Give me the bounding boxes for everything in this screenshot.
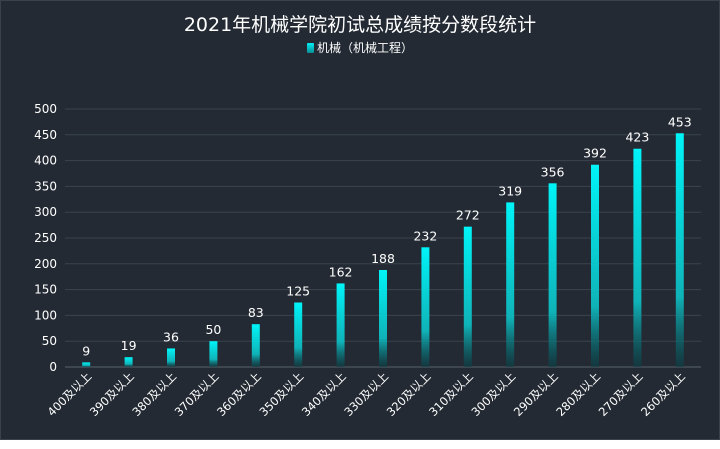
bar[interactable] <box>633 148 642 367</box>
x-tick-label: 380及以上 <box>129 369 179 419</box>
bars <box>82 133 684 367</box>
y-tick-label: 50 <box>42 334 57 348</box>
bar[interactable] <box>506 202 515 367</box>
x-tick-label: 310及以上 <box>426 369 476 419</box>
bar[interactable] <box>463 226 472 367</box>
bar-value-label: 36 <box>163 329 179 344</box>
bar[interactable] <box>251 324 260 367</box>
x-tick-label: 400及以上 <box>45 369 95 419</box>
bar-value-label: 162 <box>329 264 353 279</box>
x-tick-label: 340及以上 <box>299 369 349 419</box>
bar-value-label: 319 <box>498 183 522 198</box>
y-tick-label: 0 <box>49 360 57 374</box>
y-tick-label: 350 <box>34 179 57 193</box>
bar-value-label: 125 <box>286 284 310 299</box>
x-tick-label: 270及以上 <box>596 369 646 419</box>
bar[interactable] <box>548 183 557 367</box>
bar[interactable] <box>124 357 133 367</box>
x-tick-label: 330及以上 <box>341 369 391 419</box>
bar-value-label: 356 <box>541 164 565 179</box>
y-tick-label: 200 <box>34 257 57 271</box>
bar-value-label: 392 <box>583 146 607 161</box>
bar-value-label: 9 <box>82 343 90 358</box>
bar[interactable] <box>675 133 684 367</box>
bar-value-label: 50 <box>205 322 221 337</box>
bar[interactable] <box>421 247 430 367</box>
bar[interactable] <box>209 341 218 367</box>
bar-value-label: 453 <box>668 114 692 129</box>
chart-panel: 2021年机械学院初试总成绩按分数段统计 机械（机械工程） 0 50 100 150 2… <box>0 0 720 440</box>
y-tick-label: 500 <box>34 102 57 116</box>
x-axis-ticks: 400及以上390及以上380及以上370及以上360及以上350及以上340及… <box>45 369 688 419</box>
y-tick-label: 150 <box>34 283 57 297</box>
y-tick-label: 300 <box>34 205 57 219</box>
bar[interactable] <box>379 269 387 367</box>
bar[interactable] <box>591 164 599 367</box>
x-tick-label: 260及以上 <box>638 369 688 419</box>
x-tick-label: 390及以上 <box>87 369 137 419</box>
legend-label: 机械（机械工程） <box>316 41 413 55</box>
bar-chart: 0 50 100 150 200 250 300 350 400 450 500 9 19 36 50 83… <box>34 102 701 419</box>
bar-value-label: 19 <box>121 338 137 353</box>
x-tick-label: 360及以上 <box>214 369 264 419</box>
x-tick-label: 320及以上 <box>384 369 434 419</box>
bar-value-label: 272 <box>456 208 480 223</box>
x-tick-label: 370及以上 <box>172 369 222 419</box>
y-tick-label: 450 <box>34 128 57 142</box>
x-tick-label: 280及以上 <box>553 369 603 419</box>
bar[interactable] <box>167 348 175 367</box>
bar-value-label: 83 <box>248 305 264 320</box>
bar-value-label: 423 <box>625 130 649 145</box>
legend-swatch-icon <box>306 42 314 53</box>
y-axis-ticks: 0 50 100 150 200 250 300 350 400 450 500 <box>34 102 57 374</box>
bar[interactable] <box>294 302 303 368</box>
bar-value-label: 188 <box>371 251 395 266</box>
y-tick-label: 250 <box>34 231 57 245</box>
x-tick-label: 300及以上 <box>469 369 519 419</box>
y-tick-label: 400 <box>34 154 57 168</box>
bar[interactable] <box>336 283 345 367</box>
x-tick-label: 350及以上 <box>257 369 307 419</box>
x-tick-label: 290及以上 <box>511 369 561 419</box>
bar-value-label: 232 <box>413 228 437 243</box>
data-labels: 9 19 36 50 83 125 162 188 232 272 319 356 392 423 453 <box>82 114 692 358</box>
y-tick-label: 100 <box>34 308 57 322</box>
chart-title: 2021年机械学院初试总成绩按分数段统计 <box>183 14 537 36</box>
chart-legend[interactable]: 机械（机械工程） <box>1 39 719 56</box>
bar[interactable] <box>82 362 91 367</box>
